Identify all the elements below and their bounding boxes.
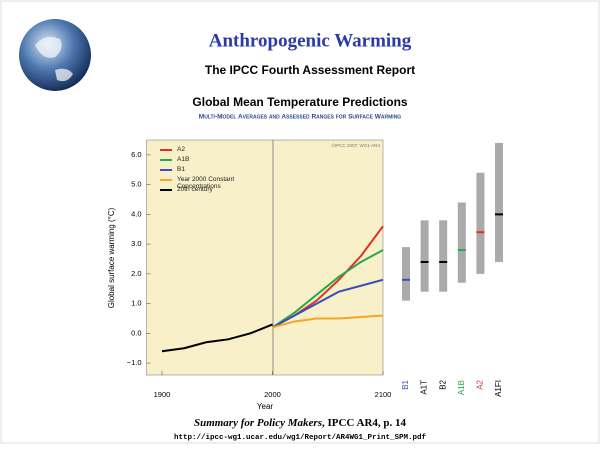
series-line [272,278,384,329]
legend-swatch [160,189,172,191]
legend-entry: 20th century [160,186,260,193]
legend-item: A2 [160,146,260,153]
scenario-label: A1FI [494,380,503,397]
series-line [272,314,384,329]
legend-label: B1 [177,166,185,173]
y-tick-label: 4.0 [131,209,141,218]
legend-label: A2 [177,146,185,153]
scenario-label: A1T [420,380,429,395]
range-bar [402,247,410,301]
legend-entry: B1 [160,166,260,173]
legend-swatch [160,159,172,161]
slide-title: Anthropogenic Warming [209,30,412,51]
legend-entry: A2 [160,146,260,153]
source-url: http://ipcc-wg1.ucar.edu/wg1/Report/AR4W… [174,434,427,442]
legend-item: 20th century [160,186,260,193]
y-tick-label: 1.0 [131,299,141,308]
legend-item: A1B [160,156,260,163]
legend-label: 20th century [177,186,213,193]
x-tick-label: 2100 [375,390,392,399]
y-tick-label: 2.0 [131,269,141,278]
y-tick-label: 0.0 [131,328,141,337]
x-tick-label: 2000 [264,390,281,399]
legend-label: Year 2000 Constant Concentrations [177,176,235,190]
scenario-label: B1 [401,379,410,389]
scenario-label: B2 [438,379,447,389]
copyright: ©IPCC 2007: WG1-AR4 [332,142,381,148]
range-bar [457,202,466,283]
chart-title: Multi-Model Averages and Assessed Ranges… [199,114,402,121]
y-tick-label: 3.0 [131,239,141,248]
slide-heading: Global Mean Temperature Predictions [192,95,407,109]
y-tick-label: 5.0 [131,180,141,189]
citation-title: Summary for Policy Makers [194,417,322,429]
legend-label: A1B [177,156,190,163]
legend-swatch [160,179,172,181]
series-line [271,249,384,329]
citation: Summary for Policy Makers, IPCC AR4, p. … [194,417,407,429]
legend-swatch [160,149,172,151]
legend-entry: A1B [160,156,260,163]
x-axis-label: Year [257,402,274,411]
globe-clouds [35,37,73,82]
y-tick-label: −1.0 [127,358,142,367]
y-axis-label: Global surface warming (°C) [107,207,116,308]
legend-swatch [160,169,172,171]
y-tick-label: 6.0 [131,150,141,159]
range-bar [476,172,485,274]
scenario-label: A1B [457,380,466,395]
legend-item: Year 2000 Constant Concentrations [160,176,260,190]
range-bar [439,220,448,292]
range-bar [495,142,503,262]
scenario-label: A2 [476,379,485,389]
slide-subtitle: The IPCC Fourth Assessment Report [205,63,415,77]
citation-rest: , IPCC AR4, p. 14 [322,417,407,429]
legend-item: B1 [160,166,260,173]
x-tick-label: 1900 [154,390,171,399]
legend-entry: Year 2000 Constant Concentrations [160,176,260,190]
range-bar [420,220,429,292]
series-line [161,323,273,353]
plot-area [146,139,384,376]
